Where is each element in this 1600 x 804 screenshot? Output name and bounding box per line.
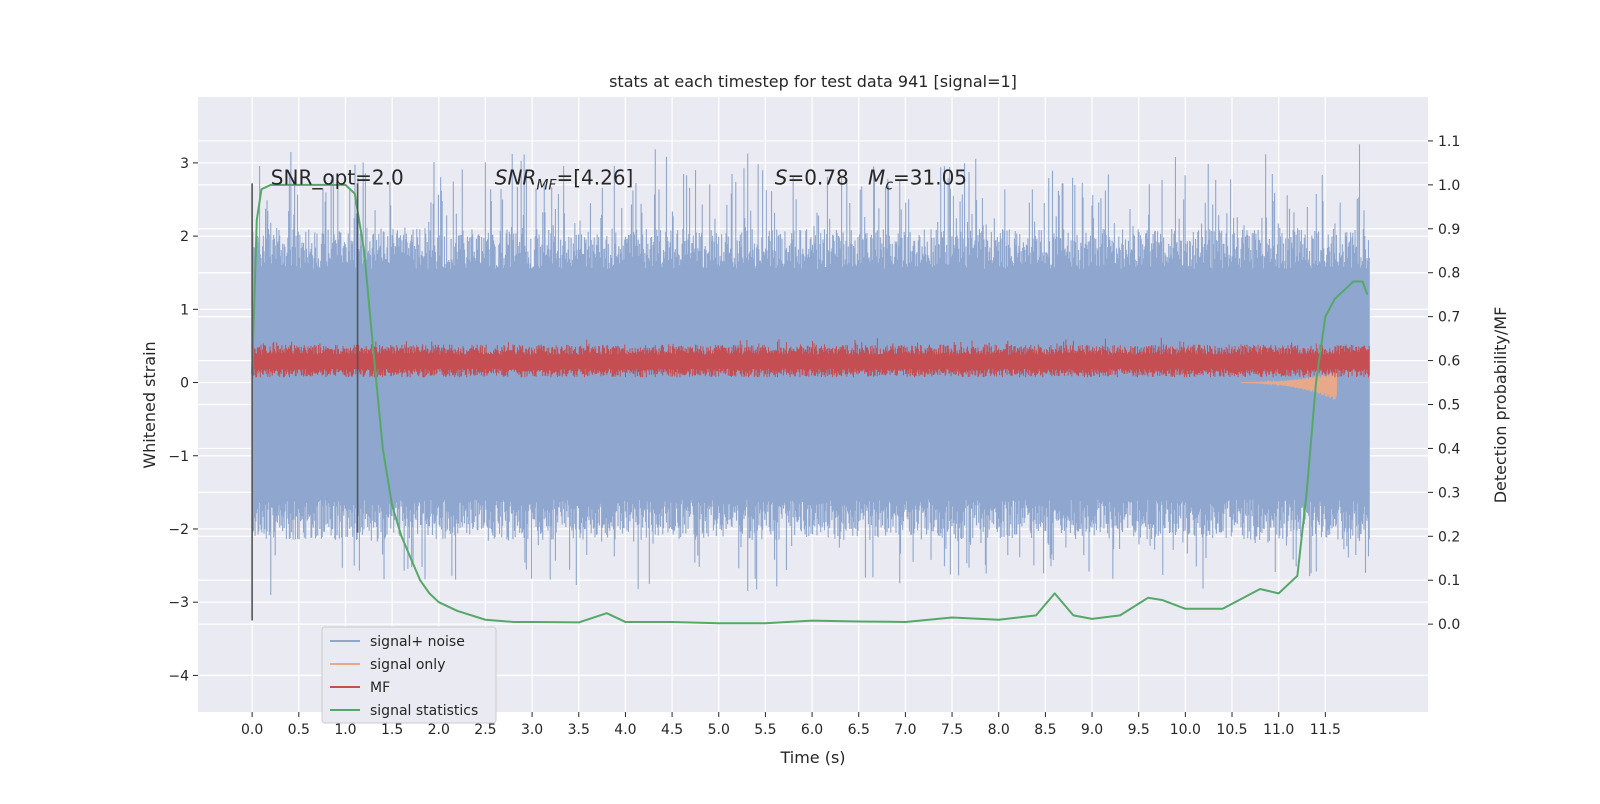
x-tick-label: 8.5 — [1034, 722, 1056, 738]
y-tick-label: 3 — [180, 156, 189, 172]
series-signal-only — [1241, 372, 1338, 400]
x-tick-label: 0.0 — [241, 722, 263, 738]
x-tick-label: 3.0 — [521, 722, 543, 738]
x-tick-label: 2.5 — [474, 722, 496, 738]
y2-tick-label: 1.0 — [1438, 178, 1460, 194]
x-tick-label: 4.0 — [614, 722, 636, 738]
x-tick-label: 4.5 — [661, 722, 683, 738]
y2-tick-label: 0.8 — [1438, 266, 1460, 282]
y2-axis-label: Detection probability/MF — [1491, 307, 1510, 504]
x-tick-label: 5.0 — [708, 722, 730, 738]
y-tick-label: −4 — [168, 668, 189, 684]
x-tick-label: 6.0 — [801, 722, 823, 738]
y-tick-label: −1 — [168, 449, 189, 465]
y-tick-label: 1 — [180, 302, 189, 318]
annotations: SNR_opt=2.0 SNRMF=[4.26] S=0.78 Mc=31.05 — [271, 166, 967, 194]
annotation-text: SNR_opt=2.0 — [271, 166, 404, 190]
y2-tick-label: 0.4 — [1438, 441, 1460, 457]
annotation-text: S=0.78 — [775, 166, 849, 190]
x-tick-label: 10.5 — [1216, 722, 1247, 738]
x-tick-label: 0.5 — [288, 722, 310, 738]
x-tick-label: 9.5 — [1128, 722, 1150, 738]
annotation-text: SNRMF=[4.26] — [495, 166, 634, 194]
x-axis-label: Time (s) — [779, 748, 845, 767]
x-tick-label: 11.5 — [1310, 722, 1341, 738]
tick-layer: 0.0 0.5 1.0 1.5 2.0 2.5 3.0 3.5 4.0 4.5 5.0 5.5 6.0 6… — [168, 134, 1460, 738]
annotation-text: Mc=31.05 — [868, 166, 967, 194]
y2-tick-label: 0.9 — [1438, 222, 1460, 238]
legend-label-signal-only: signal only — [370, 657, 445, 673]
legend: signal+ noise signal only MF signal stat… — [321, 626, 497, 724]
legend-box — [321, 626, 497, 724]
y2-tick-label: 1.1 — [1438, 134, 1460, 150]
y2-tick-label: 0.2 — [1438, 529, 1460, 545]
y2-tick-label: 0.7 — [1438, 310, 1460, 326]
y-tick-label: 2 — [180, 229, 189, 245]
legend-label-signal-statistics: signal statistics — [370, 703, 478, 719]
y2-tick-label: 0.0 — [1438, 617, 1460, 633]
x-tick-label: 5.5 — [754, 722, 776, 738]
x-tick-label: 11.0 — [1263, 722, 1294, 738]
series-signal-statistics — [251, 183, 1369, 625]
x-tick-label: 3.5 — [568, 722, 590, 738]
y-axis-label: Whitened strain — [140, 341, 159, 468]
x-tick-label: 1.0 — [334, 722, 356, 738]
y-tick-label: −2 — [168, 522, 189, 538]
legend-label-signal-noise: signal+ noise — [370, 634, 465, 650]
y2-tick-label: 0.3 — [1438, 485, 1460, 501]
data-layer — [251, 144, 1370, 625]
x-tick-label: 10.0 — [1170, 722, 1201, 738]
y-tick-label: −3 — [168, 595, 189, 611]
y2-tick-label: 0.1 — [1438, 573, 1460, 589]
legend-label-mf: MF — [370, 680, 390, 696]
x-tick-label: 6.5 — [848, 722, 870, 738]
y2-tick-label: 0.5 — [1438, 398, 1460, 414]
x-tick-label: 7.0 — [894, 722, 916, 738]
y2-tick-label: 0.6 — [1438, 354, 1460, 370]
y-tick-label: 0 — [180, 376, 189, 392]
x-tick-label: 1.5 — [381, 722, 403, 738]
x-tick-label: 9.0 — [1081, 722, 1103, 738]
chart-title: stats at each timestep for test data 941… — [609, 72, 1017, 91]
x-tick-label: 8.0 — [988, 722, 1010, 738]
x-tick-label: 7.5 — [941, 722, 963, 738]
x-tick-label: 2.0 — [428, 722, 450, 738]
